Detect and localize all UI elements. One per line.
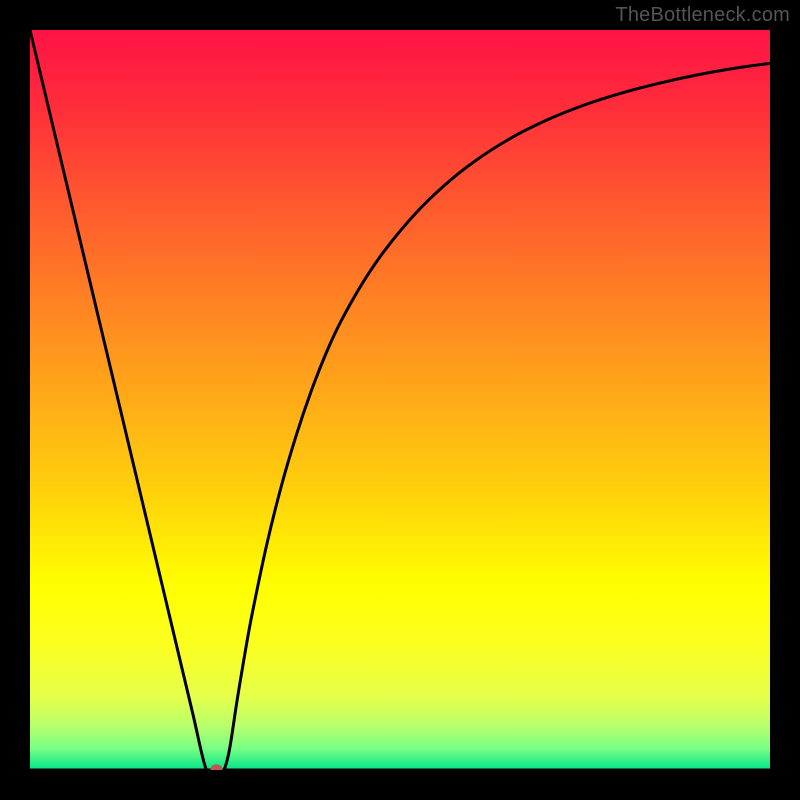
- chart-frame: TheBottleneck.com: [0, 0, 800, 800]
- plot-background: [30, 30, 770, 770]
- bottleneck-curve-plot: [30, 30, 770, 770]
- watermark-text: TheBottleneck.com: [615, 4, 790, 27]
